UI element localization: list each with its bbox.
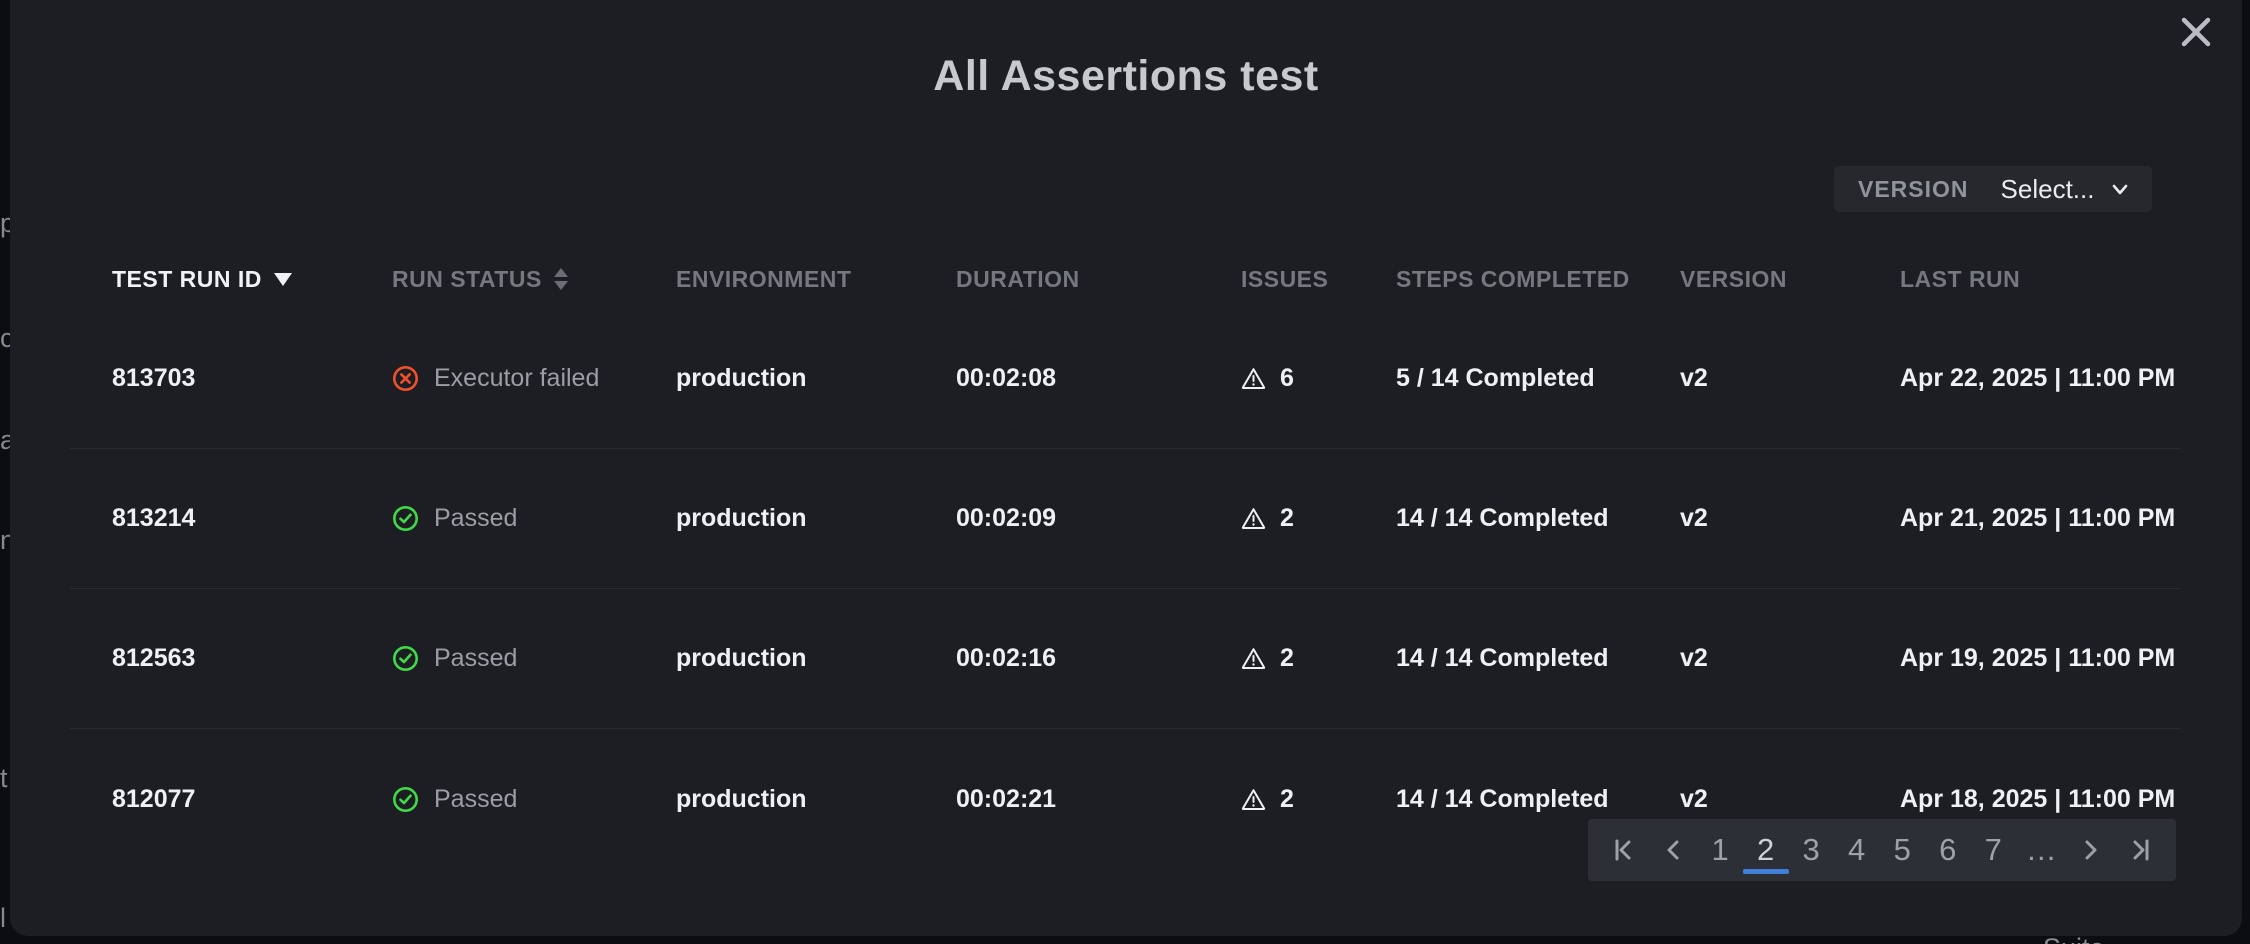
background-text-fragment-suite: Suite <box>2043 933 2105 944</box>
page-7[interactable]: 7 <box>1984 832 2002 867</box>
page-ellipsis: … <box>2025 832 2057 867</box>
cell-steps-completed: 14 / 14 Completed <box>1396 504 1609 532</box>
cell-test-run-id: 812563 <box>112 644 196 672</box>
cell-duration: 00:02:09 <box>956 504 1057 532</box>
pagination: 1 2 3 4 5 6 7 … <box>1588 819 2176 881</box>
page-1[interactable]: 1 <box>1711 832 1729 867</box>
table-row[interactable]: 813214 Passed production 00:02:09 2 14 /… <box>70 449 2180 589</box>
cell-duration: 00:02:21 <box>956 784 1057 813</box>
status-failed-icon <box>393 366 418 391</box>
cell-steps-completed: 14 / 14 Completed <box>1396 644 1609 672</box>
prev-page-icon[interactable] <box>1658 835 1688 865</box>
cell-run-status: Passed <box>392 504 676 533</box>
cell-last-run: Apr 18, 2025 | 11:00 PM <box>1900 784 2176 813</box>
background-text-fragment: l <box>0 903 6 933</box>
cell-last-run: Apr 21, 2025 | 11:00 PM <box>1900 504 2176 532</box>
sort-desc-icon <box>273 272 292 286</box>
cell-version: v2 <box>1680 644 1708 672</box>
next-page-icon[interactable] <box>2076 835 2106 865</box>
column-header-issues: ISSUES <box>1241 265 1329 292</box>
close-icon[interactable] <box>2174 10 2218 54</box>
page-6[interactable]: 6 <box>1939 832 1957 867</box>
page-2-current[interactable]: 2 <box>1753 819 1779 881</box>
cell-version: v2 <box>1680 784 1708 813</box>
cell-duration: 00:02:08 <box>956 364 1057 392</box>
cell-issues: 2 <box>1241 785 1396 814</box>
cell-last-run: Apr 19, 2025 | 11:00 PM <box>1900 644 2176 672</box>
column-header-last-run: LAST RUN <box>1900 265 2021 292</box>
cell-version: v2 <box>1680 504 1708 532</box>
warning-icon <box>1241 788 1266 810</box>
column-header-duration: DURATION <box>956 265 1080 292</box>
warning-icon <box>1241 508 1266 529</box>
last-page-icon[interactable] <box>2126 835 2156 865</box>
cell-version: v2 <box>1680 364 1708 392</box>
version-select[interactable]: VERSION Select... <box>1834 166 2152 212</box>
background-text-fragment: t <box>0 763 8 793</box>
cell-environment: production <box>676 644 807 672</box>
column-header-version: VERSION <box>1680 265 1788 292</box>
cell-test-run-id: 813703 <box>112 364 196 392</box>
background-text-fragment: a <box>0 425 10 455</box>
cell-last-run: Apr 22, 2025 | 11:00 PM <box>1900 364 2176 392</box>
cell-environment: production <box>676 364 807 392</box>
column-header-steps-completed: STEPS COMPLETED <box>1396 265 1630 292</box>
cell-steps-completed: 14 / 14 Completed <box>1396 784 1609 813</box>
table-row[interactable]: 812563 Passed production 00:02:16 2 14 /… <box>70 589 2180 729</box>
cell-steps-completed: 5 / 14 Completed <box>1396 364 1595 392</box>
version-select-label: VERSION <box>1858 175 1969 202</box>
status-passed-icon <box>393 646 418 671</box>
page-5[interactable]: 5 <box>1893 832 1911 867</box>
cell-issues: 2 <box>1241 644 1396 673</box>
status-passed-icon <box>393 786 418 812</box>
cell-duration: 00:02:16 <box>956 644 1057 672</box>
status-passed-icon <box>393 506 418 531</box>
sort-both-icon <box>553 268 568 290</box>
cell-run-status: Passed <box>392 785 676 814</box>
cell-test-run-id: 813214 <box>112 504 196 532</box>
column-header-environment: ENVIRONMENT <box>676 265 852 292</box>
cell-issues: 2 <box>1241 504 1396 533</box>
cell-test-run-id: 812077 <box>112 784 196 813</box>
column-header-test-run-id[interactable]: TEST RUN ID <box>112 266 392 293</box>
table-header-row: TEST RUN ID RUN STATUS ENVIRONMENT DURAT… <box>70 249 2180 309</box>
background-text-fragment: c <box>0 323 10 353</box>
cell-run-status: Passed <box>392 644 676 673</box>
table-row[interactable]: 813703 Executor failed production 00:02:… <box>70 309 2180 449</box>
cell-issues: 6 <box>1241 364 1396 393</box>
table-row[interactable]: 812077 Passed production 00:02:21 2 14 /… <box>70 729 2180 869</box>
cell-environment: production <box>676 784 807 813</box>
background-text-fragment: p <box>0 208 10 238</box>
cell-run-status: Executor failed <box>392 364 676 393</box>
column-header-run-status[interactable]: RUN STATUS <box>392 266 676 293</box>
first-page-icon[interactable] <box>1608 835 1638 865</box>
chevron-down-icon <box>2108 177 2132 201</box>
page-3[interactable]: 3 <box>1802 832 1820 867</box>
page-title: All Assertions test <box>933 52 1319 100</box>
all-assertions-modal: All Assertions test VERSION Select... TE… <box>10 0 2242 936</box>
warning-icon <box>1241 368 1266 389</box>
background-text-fragment: n <box>0 525 10 555</box>
test-runs-table: TEST RUN ID RUN STATUS ENVIRONMENT DURAT… <box>70 249 2180 869</box>
warning-icon <box>1241 648 1266 669</box>
page-4[interactable]: 4 <box>1848 832 1866 867</box>
version-select-value: Select... <box>2000 173 2095 204</box>
cell-environment: production <box>676 504 807 532</box>
